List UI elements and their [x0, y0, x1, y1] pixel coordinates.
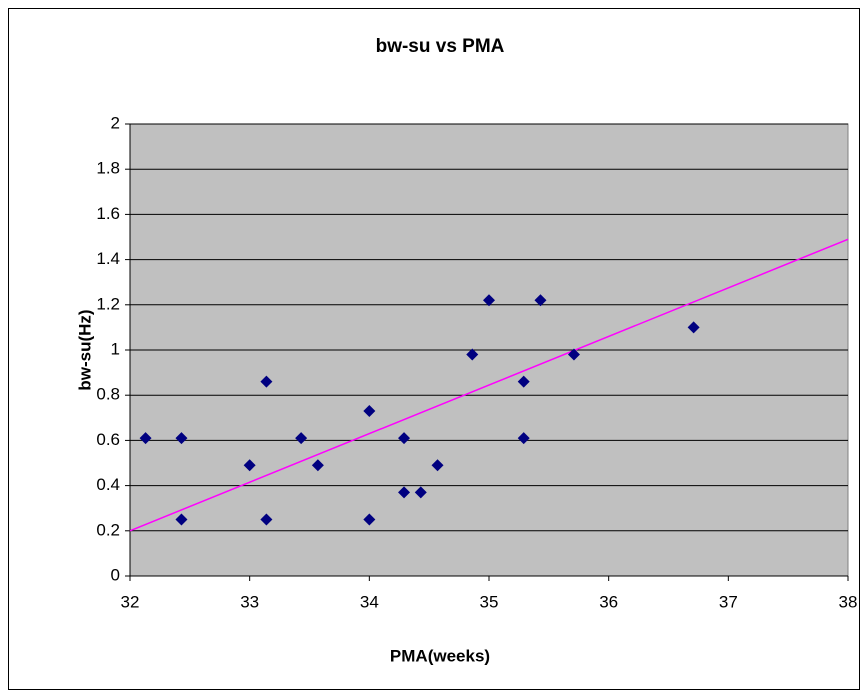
chart-title: bw-su vs PMA	[376, 36, 505, 57]
y-tick-label: 0.8	[96, 385, 120, 404]
y-tick-label: 0.4	[96, 475, 120, 494]
data-point	[517, 432, 530, 445]
trendline	[129, 238, 849, 532]
x-axis-label: PMA(weeks)	[390, 646, 490, 665]
data-point	[175, 432, 188, 445]
y-tick-label: 0	[111, 565, 120, 584]
data-point	[363, 513, 376, 526]
data-point	[295, 432, 308, 445]
data-point	[311, 459, 324, 472]
data-point	[398, 486, 411, 499]
y-axis-label: bw-su(Hz)	[75, 309, 94, 390]
data-point	[483, 294, 495, 307]
x-tick-label: 36	[599, 592, 618, 611]
y-tick-label: 1.4	[96, 249, 120, 268]
y-tick-label: 1.2	[96, 294, 120, 313]
data-point	[687, 321, 700, 334]
y-tick-label: 0.6	[96, 430, 120, 449]
data-point	[175, 513, 188, 526]
data-point	[243, 459, 256, 472]
x-tick-label: 33	[240, 592, 259, 611]
data-point	[567, 348, 580, 361]
data-point	[398, 432, 411, 445]
data-point	[431, 459, 444, 472]
x-tick-label: 32	[121, 592, 140, 611]
y-tick-label: 0.2	[96, 520, 120, 539]
data-point	[517, 375, 530, 388]
y-tick-label: 1.6	[96, 204, 120, 223]
data-point	[260, 513, 273, 526]
data-point	[534, 294, 547, 307]
y-tick-label: 2	[111, 113, 120, 132]
y-tick-label: 1.8	[96, 159, 120, 178]
data-point	[139, 432, 152, 445]
y-tick-label: 1	[111, 339, 120, 358]
data-point	[260, 375, 273, 388]
data-point	[466, 348, 479, 361]
data-point	[363, 405, 376, 418]
data-point	[414, 486, 427, 499]
x-tick-label: 35	[480, 592, 499, 611]
x-tick-label: 37	[719, 592, 738, 611]
x-tick-label: 38	[839, 592, 858, 611]
x-tick-label: 34	[360, 592, 379, 611]
